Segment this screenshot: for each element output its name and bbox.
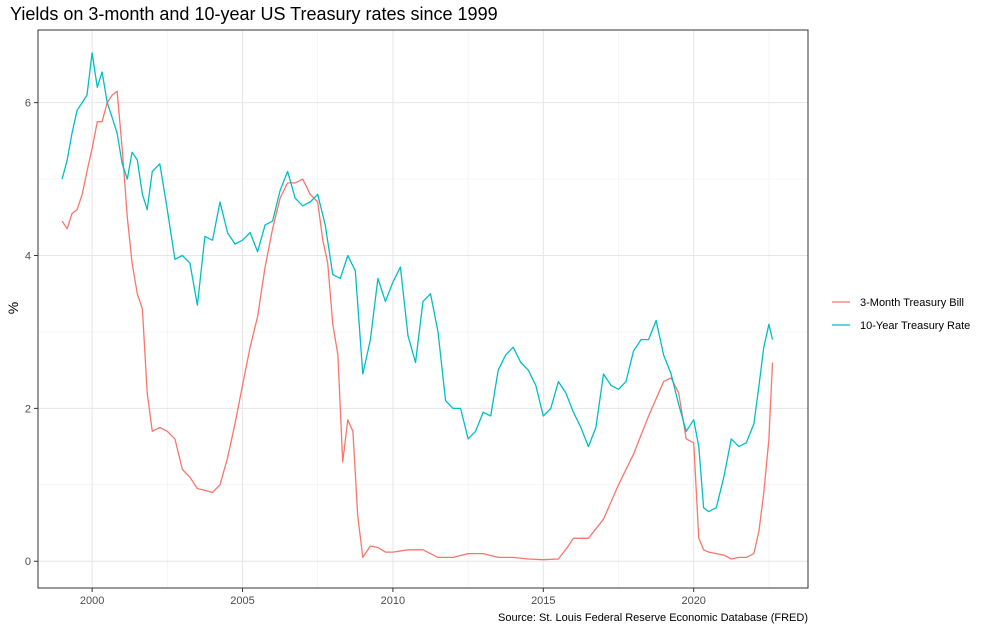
legend: 3-Month Treasury Bill 10-Year Treasury Ra…	[832, 297, 970, 332]
legend-label: 10-Year Treasury Rate	[860, 320, 970, 332]
x-tick-label: 2015	[531, 595, 555, 607]
source-caption: Source: St. Louis Federal Reserve Econom…	[498, 612, 808, 624]
legend-label: 3-Month Treasury Bill	[860, 297, 964, 309]
y-axis: 0 2 4 6	[25, 98, 38, 568]
y-tick-label: 6	[25, 98, 31, 110]
plot-border	[37, 29, 809, 589]
series-lines	[61, 52, 774, 561]
gridlines	[38, 30, 808, 588]
series-line-10-year-treasury-rate	[61, 52, 774, 513]
chart-title: Yields on 3-month and 10-year US Treasur…	[10, 4, 498, 24]
y-tick-label: 2	[25, 403, 31, 415]
x-tick-label: 2020	[681, 595, 705, 607]
series-line-3-month-treasury-bill	[61, 90, 774, 561]
y-tick-label: 0	[25, 556, 31, 568]
x-tick-label: 2000	[80, 595, 104, 607]
plot-panel	[38, 30, 808, 588]
y-tick-label: 4	[25, 250, 31, 262]
x-axis: 2000 2005 2010 2015 2020	[80, 588, 706, 607]
y-axis-title: %	[5, 302, 21, 314]
x-tick-label: 2005	[230, 595, 254, 607]
x-tick-label: 2010	[381, 595, 405, 607]
